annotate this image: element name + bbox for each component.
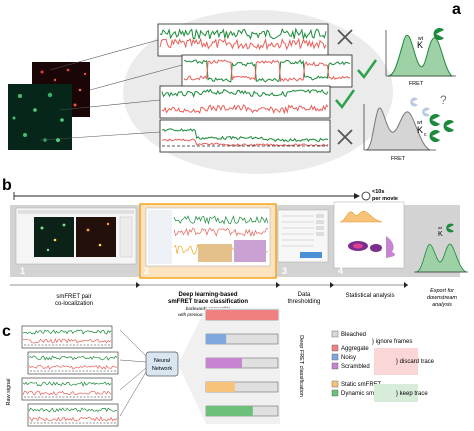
input-lines: [119, 329, 147, 417]
raw-trace-panel: [21, 325, 113, 349]
export-label-3: analysis: [432, 302, 452, 308]
example-trace-1: [157, 23, 329, 57]
neural-network-label-1: Neural: [154, 358, 170, 364]
class-bar-fill: [206, 334, 227, 344]
export-label: Export for: [430, 288, 455, 294]
step-2-screenshot: [145, 207, 271, 267]
group-discard: } discard trace: [396, 359, 435, 365]
panel-c-letter: c: [2, 323, 11, 340]
step-1-label: smFRET pair: [56, 294, 91, 300]
k-top-sup: wt: [418, 36, 424, 42]
legend-label: Dynamic smFRET: [341, 391, 390, 397]
step-2-label-2: smFRET trace classification: [168, 299, 248, 305]
timing-sublabel: per movie: [372, 196, 398, 202]
group-ignore: } ignore frames: [372, 339, 412, 345]
legend-swatch: [331, 330, 339, 338]
legend-swatch: [331, 362, 339, 370]
cross-icon: [337, 29, 353, 45]
panel-b-letter: b: [2, 177, 12, 194]
step-4-screenshot: [333, 201, 405, 269]
step-3-label-2: thresholding: [288, 299, 321, 305]
fret-histogram-dynamic: FRET: [385, 30, 456, 87]
legend-swatch: [331, 389, 339, 397]
step-1-label-2: co-localization: [55, 301, 93, 307]
neural-network-label-2: Network: [152, 366, 172, 372]
raw-signal-label: Raw signal: [6, 379, 12, 406]
pacman-icon: [433, 28, 444, 40]
example-trace-3: [159, 85, 331, 119]
step-3-label: Data: [298, 292, 311, 298]
question-mark: ?: [440, 93, 447, 107]
raw-signal-traces: [21, 325, 119, 427]
group-keep: } keep trace: [396, 391, 428, 397]
legend-label: Static smFRET: [341, 382, 382, 388]
check-icon: [335, 89, 356, 110]
check-icon: [357, 59, 378, 80]
connector-lines: [39, 39, 183, 141]
class-bar-fill: [206, 406, 253, 416]
example-trace-4: [159, 119, 331, 153]
legend-label: Bleached: [341, 332, 366, 338]
class-bar-fill: [206, 382, 235, 392]
k-bottom: K: [417, 125, 423, 135]
pacman-icon: [410, 97, 454, 143]
timing-label: <10s: [372, 189, 384, 195]
k-bottom-sup: wt: [417, 120, 423, 126]
clock-icon: [361, 191, 371, 201]
legend-label: Scrambled: [341, 364, 370, 370]
step-4-number: 4: [338, 266, 343, 276]
example-trace-2: [181, 54, 353, 88]
neural-network-box: [145, 351, 179, 377]
cross-icon: [337, 129, 353, 145]
class-bar-fill: [206, 310, 278, 320]
fret-axis-label: FRET: [409, 81, 424, 87]
legend-label: Aggregate: [341, 346, 369, 352]
keep-group-bg: [374, 384, 418, 402]
timeline-arrowhead: [354, 193, 360, 199]
legend-label: Noisy: [341, 355, 356, 361]
step-3-number: 3: [282, 266, 287, 276]
classification-bars: [205, 309, 279, 417]
fret-axis-label: FRET: [391, 156, 406, 162]
legend-swatch: [331, 380, 339, 388]
k-bottom-sub: c: [424, 132, 427, 138]
fret-histogram-static: FRET: [363, 104, 436, 162]
step-2-label: Deep learning-based: [178, 292, 237, 298]
raw-trace-panel: [27, 403, 119, 427]
step-4-label: Statistical analysis: [345, 293, 394, 299]
classification-legend: Bleached Aggregate Noisy Scrambled Static sm…: [331, 330, 390, 397]
step-3-screenshot: [277, 209, 329, 263]
step-1-screenshot: [15, 207, 137, 265]
raw-trace-panel: [21, 377, 113, 401]
k-top: K: [417, 40, 423, 50]
raw-trace-panel: [27, 351, 119, 375]
export-k: K: [438, 231, 443, 238]
class-bar-fill: [206, 358, 242, 368]
discard-group-bg: [374, 348, 418, 375]
step-2-number: 2: [144, 266, 149, 276]
classification-label: Deep FRET classification: [298, 335, 304, 397]
panel-a-letter: a: [452, 1, 461, 18]
export-label-2: downstream: [427, 295, 457, 301]
donor-channel-image: [8, 84, 72, 150]
legend-swatch: [331, 353, 339, 361]
legend-swatch: [331, 344, 339, 352]
export-histogram: [414, 223, 468, 273]
export-k-sup: wt: [438, 225, 443, 230]
step-1-number: 1: [20, 266, 25, 276]
